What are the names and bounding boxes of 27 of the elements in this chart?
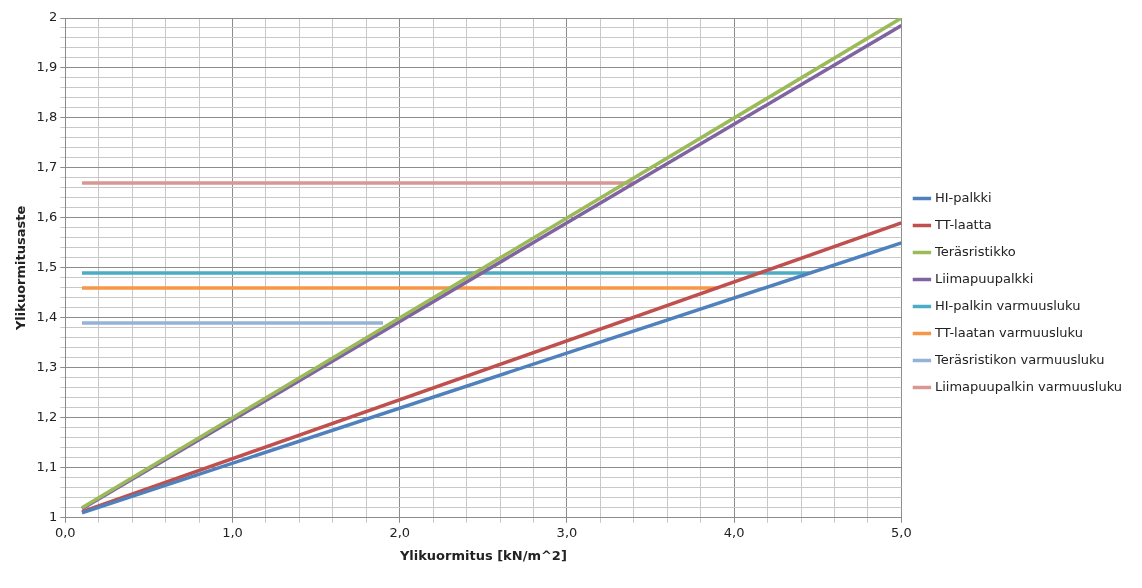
x-tick-label: 1,0 — [222, 524, 243, 540]
legend-label: HI-palkin varmuusluku — [934, 297, 1081, 313]
y-tick-label: 1,2 — [36, 409, 58, 425]
y-tick-label: 1,5 — [36, 259, 58, 275]
y-tick-label: 1,8 — [36, 109, 58, 125]
x-tick-label: 3,0 — [556, 524, 578, 540]
legend-label: HI-palkki — [934, 189, 992, 205]
y-tick-label: 1,7 — [36, 159, 58, 175]
legend-label: TT-laatta — [933, 216, 992, 232]
y-tick-label: 1,6 — [36, 209, 58, 225]
x-tick-label: 2,0 — [389, 524, 411, 540]
x-axis-title: Ylikuormitus [kN/m^2] — [398, 547, 567, 563]
x-tick-label: 4,0 — [723, 524, 745, 540]
y-tick-label: 1,1 — [36, 459, 58, 475]
y-axis-title: Ylikuormitusaste — [13, 205, 29, 332]
legend-label: Liimapuupalkin varmuusluku — [934, 378, 1122, 394]
x-tick-label: 0,0 — [54, 524, 76, 540]
y-tick-label: 2 — [48, 9, 58, 25]
y-tick-label: 1,4 — [36, 309, 58, 325]
legend-label: Teräsristikko — [933, 243, 1016, 259]
y-tick-label: 1 — [48, 509, 58, 525]
legend-label: Teräsristikon varmuusluku — [933, 351, 1105, 367]
y-tick-label: 1,3 — [36, 359, 58, 375]
legend-label: Liimapuupalkki — [934, 270, 1034, 286]
legend-label: TT-laatan varmuusluku — [933, 324, 1083, 340]
y-tick-label: 1,9 — [36, 59, 58, 75]
x-tick-label: 5,0 — [891, 524, 912, 540]
